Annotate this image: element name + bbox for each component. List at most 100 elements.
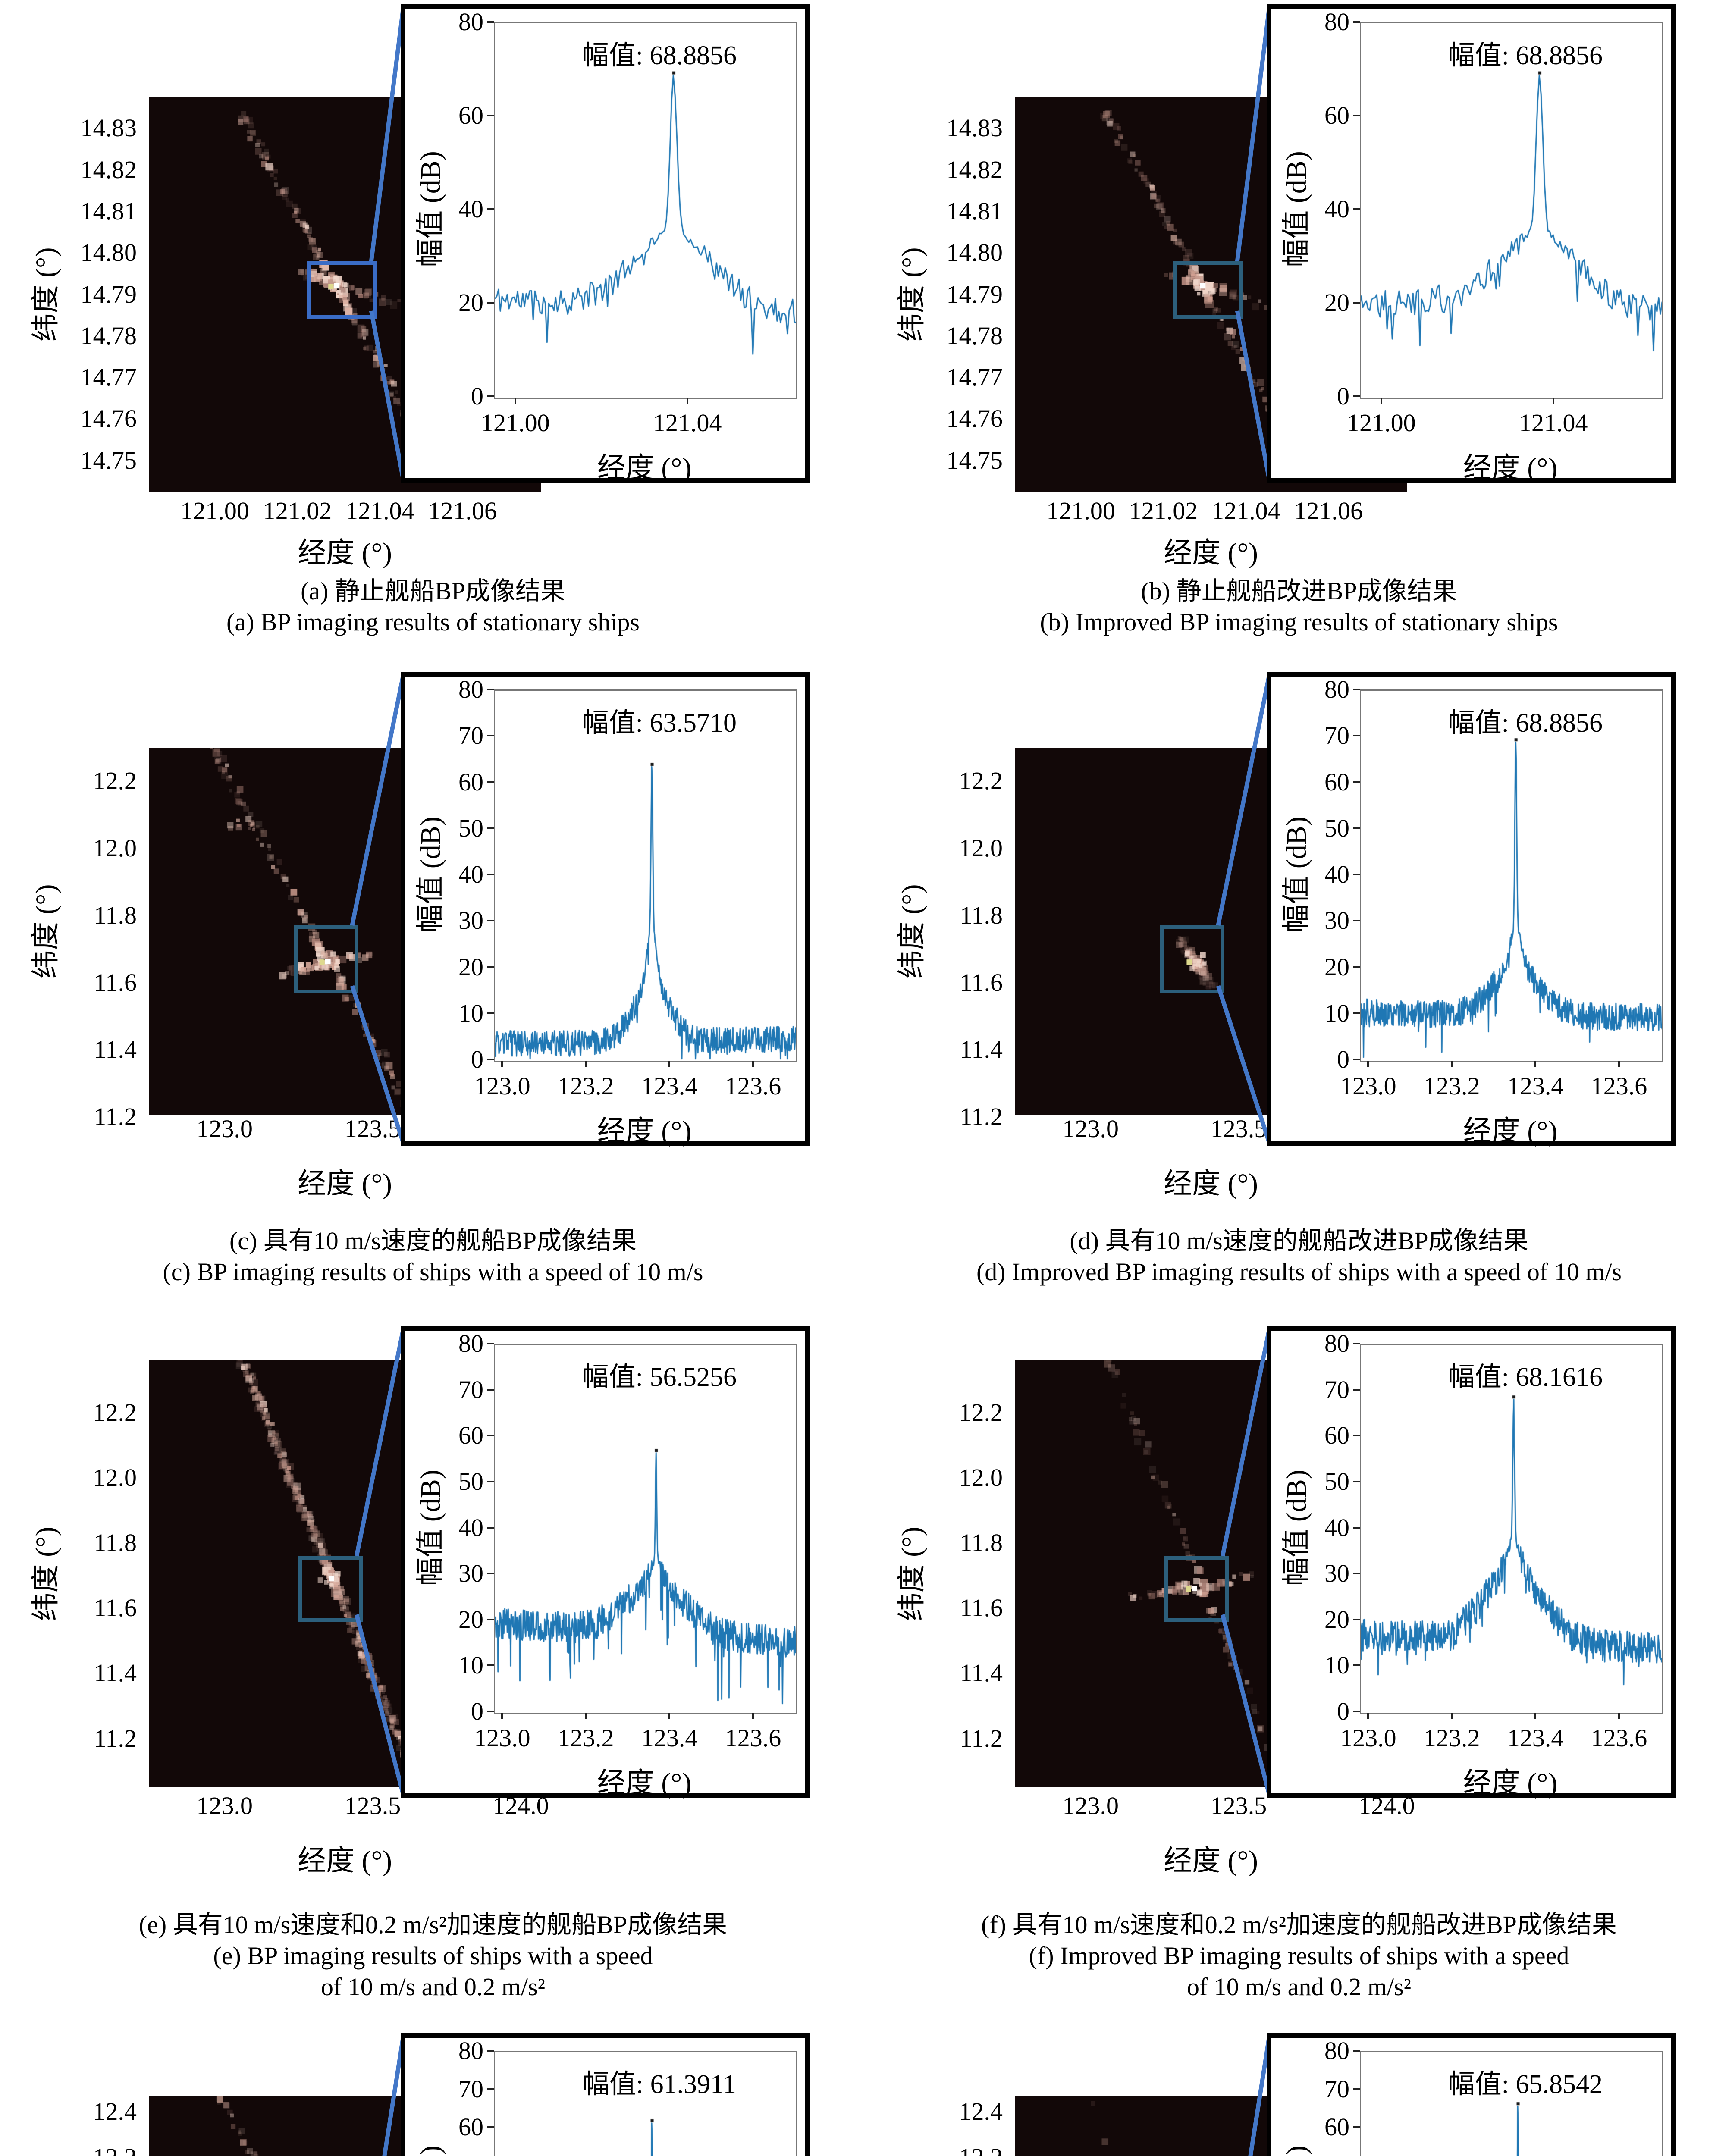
main-x-tick-label: 121.04 xyxy=(1211,497,1280,525)
inset-y-tick-mark xyxy=(487,1343,494,1344)
inset-y-tick-label: 40 xyxy=(458,195,483,223)
inset-y-tick-mark xyxy=(1353,827,1360,829)
panel-caption-english: (d) Improved BP imaging results of ships… xyxy=(976,1258,1622,1286)
inset-y-tick-label: 70 xyxy=(1324,721,1349,750)
inset-x-tick-label: 123.6 xyxy=(725,1072,781,1100)
inset-y-tick-label: 80 xyxy=(1324,1329,1349,1357)
peak-value-annotation: 幅值: 68.8856 xyxy=(582,41,737,70)
main-x-axis-label: 经度 (°) xyxy=(298,1168,392,1200)
inset-x-axis-label: 经度 (°) xyxy=(1463,452,1558,484)
inset-y-tick-mark xyxy=(487,1664,494,1667)
inset-y-tick-mark xyxy=(487,1480,494,1482)
main-y-tick-label: 11.4 xyxy=(960,1659,1003,1687)
main-y-tick-label: 14.82 xyxy=(946,155,1003,184)
main-y-tick-label: 11.2 xyxy=(960,1103,1003,1131)
inset-x-tick-mark xyxy=(1367,1713,1369,1719)
inset-x-tick-label: 123.2 xyxy=(558,1724,614,1752)
inset-y-tick-mark xyxy=(1353,208,1360,210)
inset-y-tick-mark xyxy=(487,966,494,968)
main-x-tick-label: 123.0 xyxy=(196,1792,253,1820)
panel-caption: (e) 具有10 m/s速度和0.2 m/s²加速度的舰船BP成像结果 (e) … xyxy=(0,1909,866,2002)
inset-y-tick-mark xyxy=(1353,115,1360,116)
inset-y-tick-label: 30 xyxy=(1324,1559,1349,1588)
inset-x-tick-mark xyxy=(1367,1061,1369,1067)
amplitude-curve-canvas xyxy=(495,23,796,398)
inset-y-tick-label: 60 xyxy=(1324,768,1349,796)
inset-y-tick-mark xyxy=(487,1435,494,1437)
main-x-tick-label: 121.02 xyxy=(263,497,332,525)
amplitude-curve-canvas xyxy=(495,691,796,1061)
inset-y-tick-label: 50 xyxy=(1324,1467,1349,1495)
inset-x-tick-mark xyxy=(1552,398,1554,404)
amplitude-curve-canvas xyxy=(1361,1345,1662,1713)
inset-plot-area xyxy=(1360,689,1663,1062)
inset-x-tick-mark xyxy=(1380,398,1382,404)
panel-caption-english: (f) Improved BP imaging results of ships… xyxy=(1029,1942,1569,1970)
inset-y-tick-mark xyxy=(1353,1480,1360,1482)
main-y-tick-label: 11.6 xyxy=(960,1594,1003,1622)
panel-caption-english: (e) BP imaging results of ships with a s… xyxy=(213,1942,653,1970)
inset-y-tick-label: 0 xyxy=(471,382,483,410)
inset-x-tick-label: 123.4 xyxy=(641,1724,698,1752)
main-y-tick-label: 14.78 xyxy=(946,321,1003,350)
figure-panel-d: 纬度 (°) 12.2 12.0 11.8 11.6 11.4 11.2 123.0 123… xyxy=(866,642,1732,1319)
panel-caption: (b) 静止舰船改进BP成像结果 (b) Improved BP imaging… xyxy=(866,576,1732,638)
inset-y-tick-mark xyxy=(1353,920,1360,922)
inset-y-tick-label: 60 xyxy=(458,1421,483,1450)
main-x-tick-label: 123.5 xyxy=(1210,1115,1267,1143)
inset-x-tick-label: 121.00 xyxy=(1347,409,1416,437)
inset-y-tick-label: 60 xyxy=(458,101,483,129)
main-y-tick-label: 14.77 xyxy=(80,363,137,392)
inset-y-tick-label: 0 xyxy=(1337,1697,1349,1725)
amplitude-curve-canvas xyxy=(1361,2052,1662,2156)
inset-y-tick-label: 20 xyxy=(1324,1605,1349,1633)
inset-y-tick-label: 10 xyxy=(1324,1651,1349,1680)
inset-y-tick-mark xyxy=(487,1012,494,1014)
inset-y-tick-mark xyxy=(1353,21,1360,23)
inset-y-tick-label: 40 xyxy=(458,1513,483,1542)
inset-y-tick-mark xyxy=(1353,2050,1360,2052)
panel-caption-chinese: (d) 具有10 m/s速度的舰船改进BP成像结果 xyxy=(1070,1227,1528,1255)
main-y-tick-label: 12.0 xyxy=(959,1463,1003,1492)
zoom-inset-plot: 幅值 (dB) 0 20 40 60 80 幅值: 68.8856 121.00 121.… xyxy=(401,4,810,484)
inset-y-tick-mark xyxy=(487,874,494,875)
panel-caption-chinese: (f) 具有10 m/s速度和0.2 m/s²加速度的舰船改进BP成像结果 xyxy=(981,1911,1617,1939)
inset-y-tick-label: 10 xyxy=(1324,999,1349,1027)
main-x-tick-label: 123.5 xyxy=(344,1792,401,1820)
inset-y-tick-mark xyxy=(1353,1664,1360,1667)
inset-x-tick-mark xyxy=(501,1061,503,1067)
inset-y-tick-mark xyxy=(487,1059,494,1060)
zoom-region-box xyxy=(1164,1556,1229,1623)
inset-x-tick-label: 123.2 xyxy=(558,1072,614,1100)
peak-value-annotation: 幅值: 68.1616 xyxy=(1448,1363,1603,1392)
inset-y-tick-mark xyxy=(487,302,494,304)
inset-x-tick-mark xyxy=(1534,1061,1537,1067)
inset-y-tick-mark xyxy=(487,1388,494,1391)
zoom-inset-plot: 幅值 (dB) 0 10 20 30 40 50 60 70 80 幅值: 63.5710 12… xyxy=(401,672,810,1147)
main-y-tick-label: 11.4 xyxy=(94,1659,137,1687)
peak-value-annotation: 幅值: 63.5710 xyxy=(582,708,737,738)
inset-plot-area xyxy=(494,1344,797,1714)
inset-x-axis-label: 经度 (°) xyxy=(597,1116,692,1147)
peak-value-annotation: 幅值: 68.8856 xyxy=(1448,41,1603,70)
inset-x-tick-mark xyxy=(514,398,516,404)
zoom-region-box xyxy=(307,261,377,319)
inset-plot-area xyxy=(1360,2051,1663,2156)
figure-panel-c: 纬度 (°) 12.2 12.0 11.8 11.6 11.4 11.2 123.0 123… xyxy=(0,642,866,1319)
main-y-tick-label: 14.79 xyxy=(946,280,1003,308)
inset-y-tick-mark xyxy=(1353,1059,1360,1060)
inset-plot-area xyxy=(1360,1344,1663,1714)
main-y-tick-label: 11.8 xyxy=(960,1529,1003,1557)
main-y-tick-label: 14.79 xyxy=(80,280,137,308)
main-x-tick-label: 123.0 xyxy=(1062,1792,1119,1820)
inset-x-tick-mark xyxy=(752,1061,754,1067)
inset-y-tick-label: 80 xyxy=(1324,8,1349,36)
panel-caption-chinese: (b) 静止舰船改进BP成像结果 xyxy=(1141,577,1457,605)
inset-y-tick-label: 40 xyxy=(458,860,483,888)
inset-y-tick-label: 10 xyxy=(458,1651,483,1680)
inset-y-tick-label: 20 xyxy=(1324,288,1349,317)
inset-x-tick-label: 123.0 xyxy=(474,1724,530,1752)
inset-y-tick-label: 70 xyxy=(458,2075,483,2103)
